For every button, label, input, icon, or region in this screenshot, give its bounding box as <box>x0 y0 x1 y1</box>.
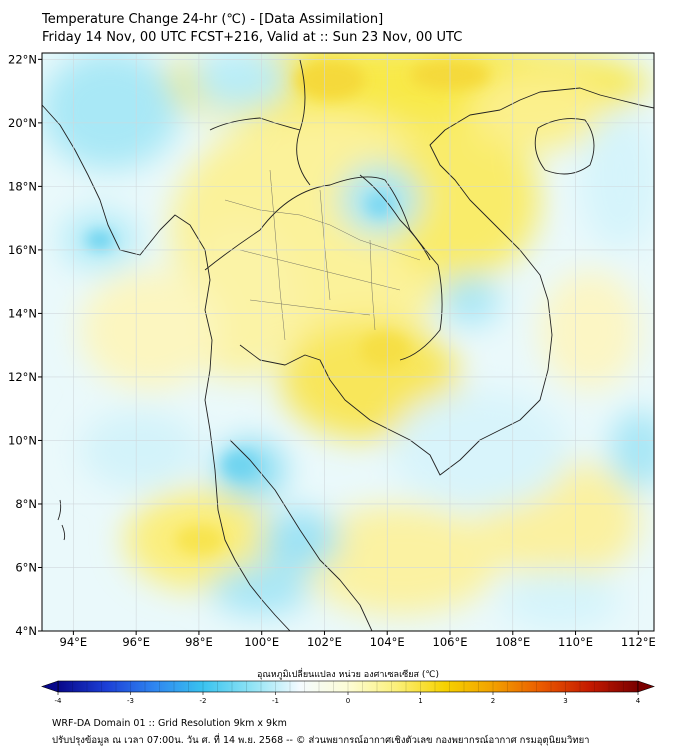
colorbar-tick-label: 1 <box>418 697 422 705</box>
colorbar-ticks: -4 -3 -2 -1 0 1 2 3 4 <box>55 692 641 705</box>
colorbar-tick-label: 3 <box>563 697 567 705</box>
lat-tick-label: 20°N <box>8 116 37 130</box>
lon-tick-label: 102°E <box>307 635 342 649</box>
lat-tick-label: 10°N <box>8 433 37 447</box>
colorbar <box>41 680 655 693</box>
lat-tick-label: 16°N <box>8 243 37 257</box>
footer-domain-info: WRF-DA Domain 01 :: Grid Resolution 9km … <box>52 718 287 729</box>
lat-tick-label: 4°N <box>15 624 37 638</box>
colorbar-tick-label: -4 <box>55 697 63 705</box>
map-title-line1: Temperature Change 24-hr (℃) - [Data Ass… <box>42 12 384 27</box>
graticule <box>42 53 654 631</box>
lon-tick-label: 104°E <box>370 635 405 649</box>
lon-tick-label: 98°E <box>185 635 213 649</box>
lon-tick-label: 110°E <box>558 635 593 649</box>
colorbar-tick-label: 0 <box>346 697 350 705</box>
lon-tick-label: 106°E <box>433 635 468 649</box>
lat-tick-label: 22°N <box>8 52 37 66</box>
colorbar-tick-label: -1 <box>272 697 279 705</box>
colorbar-tick-label: 2 <box>491 697 495 705</box>
longitude-axis: 94°E 96°E 98°E 100°E 102°E 104°E 106°E 108°E 110… <box>60 631 656 649</box>
lon-tick-label: 108°E <box>495 635 530 649</box>
coastline-borders <box>42 59 654 631</box>
lat-tick-label: 12°N <box>8 370 37 384</box>
temperature-field <box>42 53 654 631</box>
lat-tick-label: 8°N <box>15 497 37 511</box>
map-title-line2: Friday 14 Nov, 00 UTC FCST+216, Valid at… <box>42 30 463 45</box>
colorbar-tick-label: -3 <box>127 697 134 705</box>
colorbar-max-arrow <box>637 680 655 693</box>
lat-tick-label: 6°N <box>15 560 37 574</box>
lat-tick-label: 18°N <box>8 179 37 193</box>
latitude-axis: 22°N 20°N 18°N 16°N 14°N 12°N 10°N 8°N 6°N 4°N <box>8 52 42 638</box>
colorbar-tick-label: 4 <box>636 697 641 705</box>
colorbar-label: อุณหภูมิเปลี่ยนแปลง หน่วย องศาเซลเซียส (… <box>257 667 439 680</box>
lon-tick-label: 100°E <box>244 635 279 649</box>
map-frame <box>41 52 655 632</box>
colorbar-min-arrow <box>41 680 59 693</box>
colorbar-tick-label: -2 <box>200 697 207 705</box>
lon-tick-label: 112°E <box>621 635 656 649</box>
footer-credit: ปรับปรุงข้อมูล ณ เวลา 07:00น. วัน ศ. ที่… <box>52 735 590 746</box>
lon-tick-label: 96°E <box>122 635 150 649</box>
lon-tick-label: 94°E <box>60 635 88 649</box>
lat-tick-label: 14°N <box>8 306 37 320</box>
